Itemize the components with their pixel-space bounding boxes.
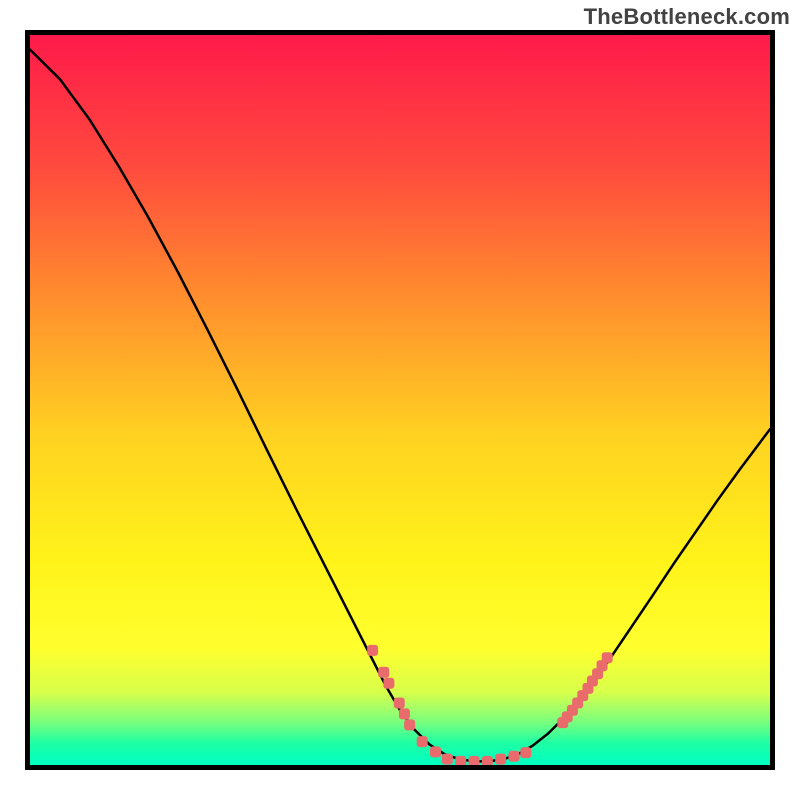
marker xyxy=(417,736,428,747)
marker xyxy=(455,756,466,765)
marker xyxy=(482,756,493,765)
marker xyxy=(367,645,378,656)
chart-svg xyxy=(30,35,770,765)
marker xyxy=(442,754,453,765)
marker xyxy=(404,719,415,730)
marker xyxy=(430,746,441,757)
marker xyxy=(399,708,410,719)
figure-root: TheBottleneck.com xyxy=(0,0,800,800)
marker xyxy=(469,756,480,765)
marker xyxy=(508,751,519,762)
marker xyxy=(602,652,613,663)
marker xyxy=(520,747,531,758)
marker xyxy=(383,678,394,689)
watermark-text: TheBottleneck.com xyxy=(584,4,790,30)
marker xyxy=(495,754,506,765)
marker xyxy=(394,697,405,708)
chart-background xyxy=(30,35,770,765)
marker xyxy=(378,667,389,678)
